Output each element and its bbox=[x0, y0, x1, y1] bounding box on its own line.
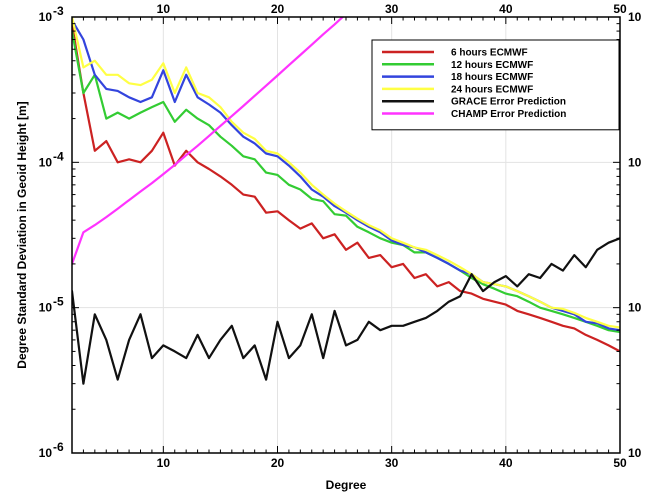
x-tick-label: 10 bbox=[157, 456, 171, 470]
legend-label: GRACE Error Prediction bbox=[451, 97, 566, 108]
top-tick-label: 40 bbox=[499, 2, 513, 16]
series-line-6-hours-ecmwf bbox=[72, 22, 620, 353]
right-tick-label: 10 bbox=[628, 446, 642, 460]
series-line-24-hours-ecmwf bbox=[72, 17, 620, 329]
y-axis-title: Degree Standard Deviation in Geoid Heigh… bbox=[15, 101, 29, 368]
y-tick-exponent: -3 bbox=[53, 4, 64, 18]
y-tick-label: 10 bbox=[39, 10, 53, 24]
series-line-grace-error-prediction bbox=[72, 237, 620, 385]
top-tick-label: 10 bbox=[157, 2, 171, 16]
right-tick-label: 10 bbox=[628, 10, 642, 24]
y-tick-exponent: -4 bbox=[53, 149, 64, 163]
y-tick-exponent: -5 bbox=[53, 295, 64, 309]
legend-label: CHAMP Error Prediction bbox=[451, 109, 566, 120]
y-tick-label: 10 bbox=[39, 155, 53, 169]
x-tick-label: 30 bbox=[385, 456, 399, 470]
y-tick-exponent: -6 bbox=[53, 440, 64, 454]
x-tick-label: 20 bbox=[271, 456, 285, 470]
x-axis-title: Degree bbox=[326, 478, 367, 492]
legend-box bbox=[371, 39, 620, 131]
legend-label: 24 hours ECMWF bbox=[451, 84, 533, 95]
top-tick-label: 50 bbox=[613, 2, 627, 16]
y-tick-label: 10 bbox=[39, 301, 53, 315]
x-tick-label: 50 bbox=[613, 456, 627, 470]
top-tick-label: 30 bbox=[385, 2, 399, 16]
legend-label: 12 hours ECMWF bbox=[451, 60, 533, 71]
y-tick-label: 10 bbox=[39, 446, 53, 460]
right-tick-label: 10 bbox=[628, 155, 642, 169]
top-tick-label: 20 bbox=[271, 2, 285, 16]
legend-label: 6 hours ECMWF bbox=[451, 48, 528, 59]
series-line-champ-error-prediction bbox=[72, 17, 345, 265]
legend-label: 18 hours ECMWF bbox=[451, 72, 533, 83]
right-tick-label: 10 bbox=[628, 301, 642, 315]
series-group bbox=[72, 17, 620, 385]
x-tick-label: 40 bbox=[499, 456, 513, 470]
series-line-12-hours-ecmwf bbox=[72, 30, 620, 334]
